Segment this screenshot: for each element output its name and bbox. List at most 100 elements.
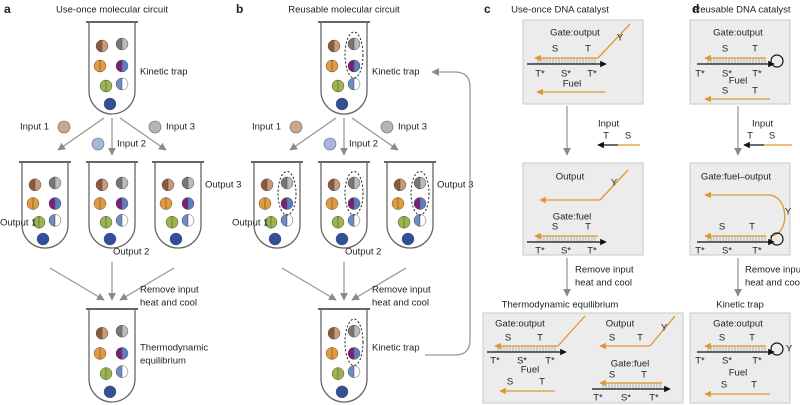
- molecule: [413, 197, 421, 210]
- molecule: [121, 59, 129, 73]
- molecule: [105, 79, 113, 93]
- molecule: [93, 347, 101, 360]
- molecule: [115, 176, 123, 190]
- label: S: [722, 86, 728, 97]
- label: T: [749, 222, 755, 233]
- molecule: [331, 367, 339, 380]
- molecule: [93, 197, 101, 210]
- molecule: [399, 178, 407, 192]
- molecule: [331, 197, 339, 210]
- strand: [281, 267, 337, 301]
- label: S: [722, 44, 728, 55]
- hairpin: [770, 342, 784, 356]
- molecule: [121, 347, 129, 360]
- molecule: [347, 37, 355, 51]
- label: S: [505, 333, 511, 344]
- molecule: [48, 214, 56, 227]
- label: Gate:fuel: [553, 212, 592, 223]
- label: T*: [695, 246, 705, 257]
- label: T*: [545, 356, 555, 367]
- label: Reusable DNA catalyst: [693, 5, 791, 16]
- molecule: [121, 176, 129, 190]
- label: T*: [490, 356, 500, 367]
- label: Fuel: [729, 76, 747, 87]
- label: Output 1: [0, 218, 36, 229]
- return-arrow: [425, 68, 471, 356]
- label: Input 2: [117, 139, 146, 150]
- label: Input 1: [20, 122, 49, 133]
- molecule: [42, 232, 50, 246]
- molecule: [335, 232, 343, 246]
- label: Input 3: [398, 122, 427, 133]
- molecule: [105, 367, 113, 380]
- strand: [557, 315, 586, 347]
- strand: [49, 267, 105, 301]
- label: S*: [722, 69, 732, 80]
- label: T: [585, 222, 591, 233]
- letter: c: [484, 2, 491, 16]
- molecule: [419, 214, 427, 227]
- input-molecule: [323, 137, 337, 151]
- label: T*: [752, 246, 762, 257]
- complex: [344, 318, 364, 367]
- label: Kinetic trap: [372, 67, 420, 78]
- molecule: [391, 197, 399, 210]
- label: Kinetic trap: [140, 67, 188, 78]
- molecule: [397, 215, 405, 229]
- molecule: [115, 77, 123, 91]
- label: heat and cool: [745, 278, 800, 289]
- molecule: [393, 178, 401, 192]
- molecule: [347, 197, 355, 210]
- input-molecule: [148, 120, 162, 134]
- molecule: [165, 197, 173, 210]
- box: [482, 312, 684, 404]
- molecule: [260, 178, 268, 192]
- label: Remove input: [575, 265, 634, 276]
- label: S: [552, 44, 558, 55]
- molecule: [347, 176, 355, 190]
- molecule: [99, 79, 107, 93]
- molecule: [268, 232, 276, 246]
- label: S*: [561, 69, 571, 80]
- molecule: [341, 97, 349, 111]
- label: T*: [752, 356, 762, 367]
- label: S*: [621, 393, 631, 404]
- label: Remove input: [745, 265, 800, 276]
- molecule: [121, 324, 129, 338]
- label: Gate:output: [713, 319, 763, 330]
- molecule: [36, 232, 44, 246]
- molecule: [48, 176, 56, 190]
- label: heat and cool: [372, 298, 429, 309]
- molecule: [403, 215, 411, 229]
- molecule: [115, 197, 123, 210]
- label: T: [752, 44, 758, 55]
- molecule: [101, 178, 109, 192]
- label: Y: [611, 178, 618, 189]
- molecule: [109, 97, 117, 111]
- label: Gate:output: [550, 28, 600, 39]
- molecule: [353, 77, 361, 91]
- label: S: [719, 222, 725, 233]
- molecule: [121, 365, 129, 378]
- label: T*: [695, 69, 705, 80]
- molecule: [115, 214, 123, 227]
- molecule: [337, 215, 345, 229]
- molecule: [353, 176, 361, 190]
- molecule: [331, 59, 339, 73]
- molecule: [181, 197, 189, 210]
- molecule: [99, 215, 107, 229]
- label: Gate:fuel: [611, 359, 650, 370]
- label: Input 3: [166, 122, 195, 133]
- label: Fuel: [563, 79, 581, 90]
- molecule: [341, 385, 349, 399]
- label: Use-once molecular circuit: [56, 5, 168, 16]
- molecule: [99, 367, 107, 380]
- label: Use-once DNA catalyst: [511, 5, 609, 16]
- molecule: [353, 324, 361, 338]
- label: Gate:output: [495, 319, 545, 330]
- molecule: [401, 232, 409, 246]
- molecule: [115, 324, 123, 338]
- molecule: [347, 77, 355, 91]
- strand: [351, 117, 399, 151]
- molecule: [101, 326, 109, 340]
